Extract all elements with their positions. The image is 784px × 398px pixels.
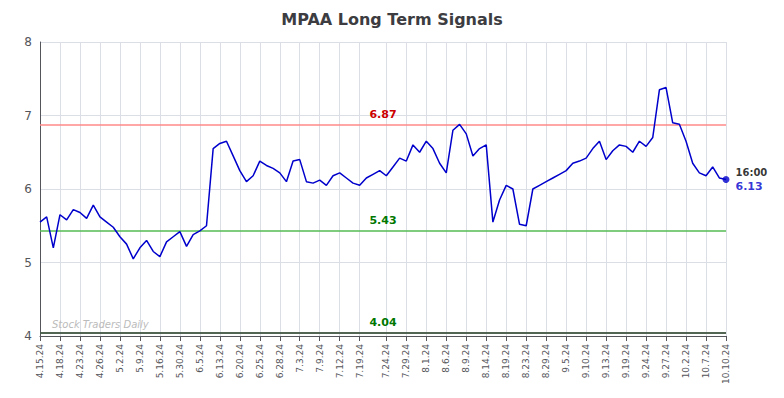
- svg-text:5: 5: [24, 256, 32, 270]
- svg-text:Stock Traders Daily: Stock Traders Daily: [52, 319, 150, 330]
- svg-text:6.5.24: 6.5.24: [195, 344, 205, 373]
- svg-text:4.15.24: 4.15.24: [35, 344, 45, 379]
- svg-text:7.24.24: 7.24.24: [381, 344, 391, 379]
- svg-text:9.24.24: 9.24.24: [641, 344, 651, 379]
- svg-text:10.7.24: 10.7.24: [701, 344, 711, 379]
- svg-text:8.19.24: 8.19.24: [501, 344, 511, 379]
- svg-text:8.14.24: 8.14.24: [481, 344, 491, 379]
- svg-text:16:00: 16:00: [736, 167, 768, 178]
- svg-text:4.23.24: 4.23.24: [75, 344, 85, 379]
- svg-text:9.19.24: 9.19.24: [621, 344, 631, 379]
- svg-text:4.18.24: 4.18.24: [55, 344, 65, 379]
- svg-text:9.13.24: 9.13.24: [601, 344, 611, 379]
- svg-text:10.2.24: 10.2.24: [681, 344, 691, 379]
- svg-text:4.26.24: 4.26.24: [95, 344, 105, 379]
- svg-text:5.43: 5.43: [369, 214, 396, 227]
- svg-text:5.9.24: 5.9.24: [135, 344, 145, 373]
- svg-text:8.9.24: 8.9.24: [461, 344, 471, 373]
- svg-text:8.23.24: 8.23.24: [521, 344, 531, 379]
- svg-text:7.3.24: 7.3.24: [295, 344, 305, 373]
- svg-text:6.13: 6.13: [736, 180, 763, 193]
- svg-text:6.20.24: 6.20.24: [235, 344, 245, 379]
- svg-text:9.27.24: 9.27.24: [661, 344, 671, 379]
- svg-text:5.2.24: 5.2.24: [115, 344, 125, 373]
- svg-text:7.19.24: 7.19.24: [355, 344, 365, 379]
- svg-text:8: 8: [24, 35, 32, 49]
- svg-text:8.1.24: 8.1.24: [421, 344, 431, 373]
- svg-text:4.04: 4.04: [369, 316, 396, 329]
- svg-text:7.29.24: 7.29.24: [401, 344, 411, 379]
- svg-text:6.13.24: 6.13.24: [215, 344, 225, 379]
- svg-text:5.16.24: 5.16.24: [155, 344, 165, 379]
- svg-text:6.25.24: 6.25.24: [255, 344, 265, 379]
- svg-text:7.9.24: 7.9.24: [315, 344, 325, 373]
- svg-text:9.5.24: 9.5.24: [561, 344, 571, 373]
- svg-text:7.12.24: 7.12.24: [335, 344, 345, 379]
- svg-text:MPAA Long Term Signals: MPAA Long Term Signals: [281, 10, 503, 29]
- svg-text:4: 4: [24, 329, 32, 343]
- svg-text:9.10.24: 9.10.24: [581, 344, 591, 379]
- svg-text:5.30.24: 5.30.24: [175, 344, 185, 379]
- svg-text:6.87: 6.87: [369, 108, 396, 121]
- svg-text:6.28.24: 6.28.24: [275, 344, 285, 379]
- svg-text:6: 6: [24, 182, 32, 196]
- svg-text:7: 7: [24, 109, 32, 123]
- svg-text:8.29.24: 8.29.24: [541, 344, 551, 379]
- svg-text:10.10.24: 10.10.24: [721, 344, 731, 384]
- svg-text:8.6.24: 8.6.24: [441, 344, 451, 373]
